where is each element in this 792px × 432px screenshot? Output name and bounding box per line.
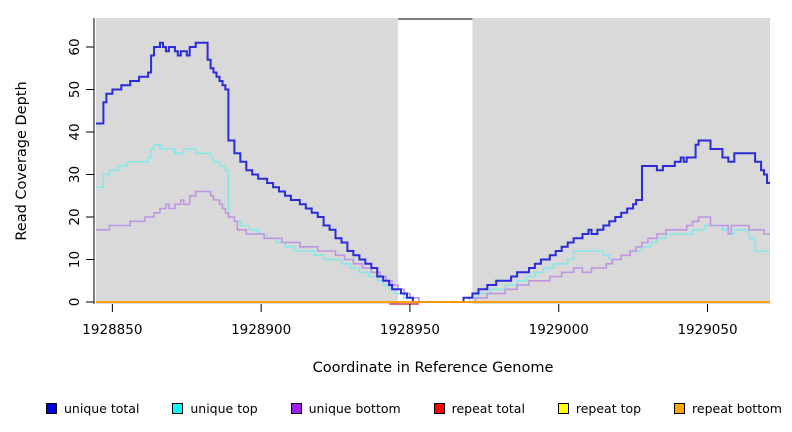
legend-item-unique-total: unique total	[46, 401, 139, 416]
legend-item-unique-top: unique top	[172, 400, 258, 416]
y-tick-label: 60	[67, 38, 83, 55]
y-tick-label: 0	[67, 298, 83, 307]
x-tick-label: 1928900	[231, 322, 291, 338]
y-tick-label: 40	[67, 123, 83, 140]
series-group	[96, 41, 770, 305]
y-tick-label: 20	[67, 208, 83, 225]
series-unique-total	[96, 41, 770, 303]
legend-swatch-repeat-bottom	[674, 402, 686, 414]
y-axis-title: Read Coverage Depth	[14, 81, 30, 240]
x-tick-label: 1928950	[380, 322, 440, 338]
legend-label: repeat bottom	[692, 400, 782, 416]
legend-swatch-unique-total	[46, 402, 57, 414]
x-tick-label: 1928850	[82, 322, 142, 338]
legend-swatch-unique-bottom	[290, 402, 302, 414]
legend-label: unique top	[190, 400, 258, 416]
x-tick-label: 1929000	[529, 322, 589, 338]
x-tick-label: 1929050	[677, 322, 737, 338]
legend: unique total unique top unique bottom repea…	[46, 398, 782, 418]
y-tick-label: 30	[67, 166, 83, 183]
legend-label: unique total	[64, 400, 140, 416]
legend-item-repeat-total: repeat total	[433, 400, 525, 416]
legend-swatch-unique-top	[172, 402, 184, 414]
legend-swatch-repeat-top	[557, 402, 569, 414]
highlight-band-group	[398, 18, 473, 304]
y-tick-label: 50	[67, 81, 83, 98]
legend-label: repeat top	[575, 400, 642, 416]
legend-item-repeat-top: repeat top	[557, 400, 642, 416]
legend-label: repeat total	[451, 400, 525, 416]
x-axis-title: Coordinate in Reference Genome	[313, 360, 554, 376]
legend-label: unique bottom	[308, 400, 401, 416]
y-tick-label: 10	[67, 251, 83, 268]
series-unique-top	[96, 144, 770, 303]
legend-item-unique-bottom: unique bottom	[290, 400, 401, 416]
legend-swatch-repeat-total	[433, 402, 445, 414]
highlight-band	[398, 18, 473, 304]
legend-item-repeat-bottom: repeat bottom	[674, 401, 782, 416]
axes-group: 1928850 1928900 1928950 1929000 1929050 0 10 20…	[67, 38, 738, 338]
